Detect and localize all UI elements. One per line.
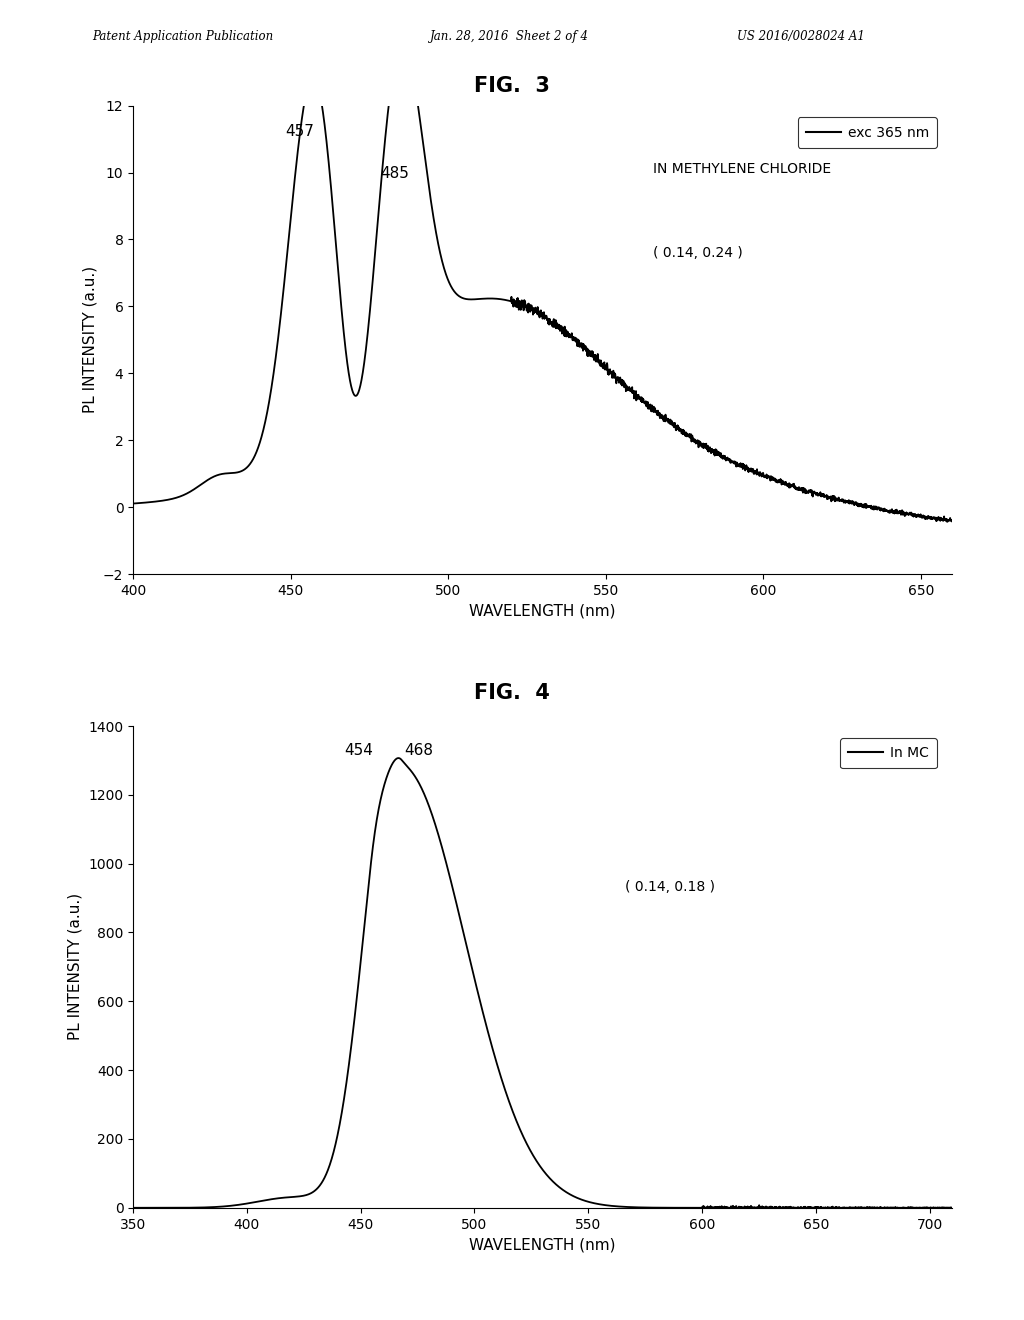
Text: 485: 485 (380, 165, 409, 181)
X-axis label: WAVELENGTH (nm): WAVELENGTH (nm) (469, 1237, 616, 1253)
Text: 454: 454 (344, 743, 373, 758)
Text: Jan. 28, 2016  Sheet 2 of 4: Jan. 28, 2016 Sheet 2 of 4 (430, 30, 589, 44)
Y-axis label: PL INTENSITY (a.u.): PL INTENSITY (a.u.) (83, 267, 97, 413)
Y-axis label: PL INTENSITY (a.u.): PL INTENSITY (a.u.) (68, 894, 83, 1040)
X-axis label: WAVELENGTH (nm): WAVELENGTH (nm) (469, 603, 616, 619)
Text: FIG.  3: FIG. 3 (474, 75, 550, 96)
Legend: In MC: In MC (840, 738, 937, 768)
Text: 468: 468 (403, 743, 433, 758)
Text: ( 0.14, 0.18 ): ( 0.14, 0.18 ) (625, 880, 715, 894)
Text: 457: 457 (286, 124, 314, 139)
Text: IN METHYLENE CHLORIDE: IN METHYLENE CHLORIDE (653, 162, 831, 176)
Text: Patent Application Publication: Patent Application Publication (92, 30, 273, 44)
Legend: exc 365 nm: exc 365 nm (798, 117, 937, 148)
Text: ( 0.14, 0.24 ): ( 0.14, 0.24 ) (653, 246, 743, 260)
Text: FIG.  4: FIG. 4 (474, 682, 550, 704)
Text: US 2016/0028024 A1: US 2016/0028024 A1 (737, 30, 865, 44)
